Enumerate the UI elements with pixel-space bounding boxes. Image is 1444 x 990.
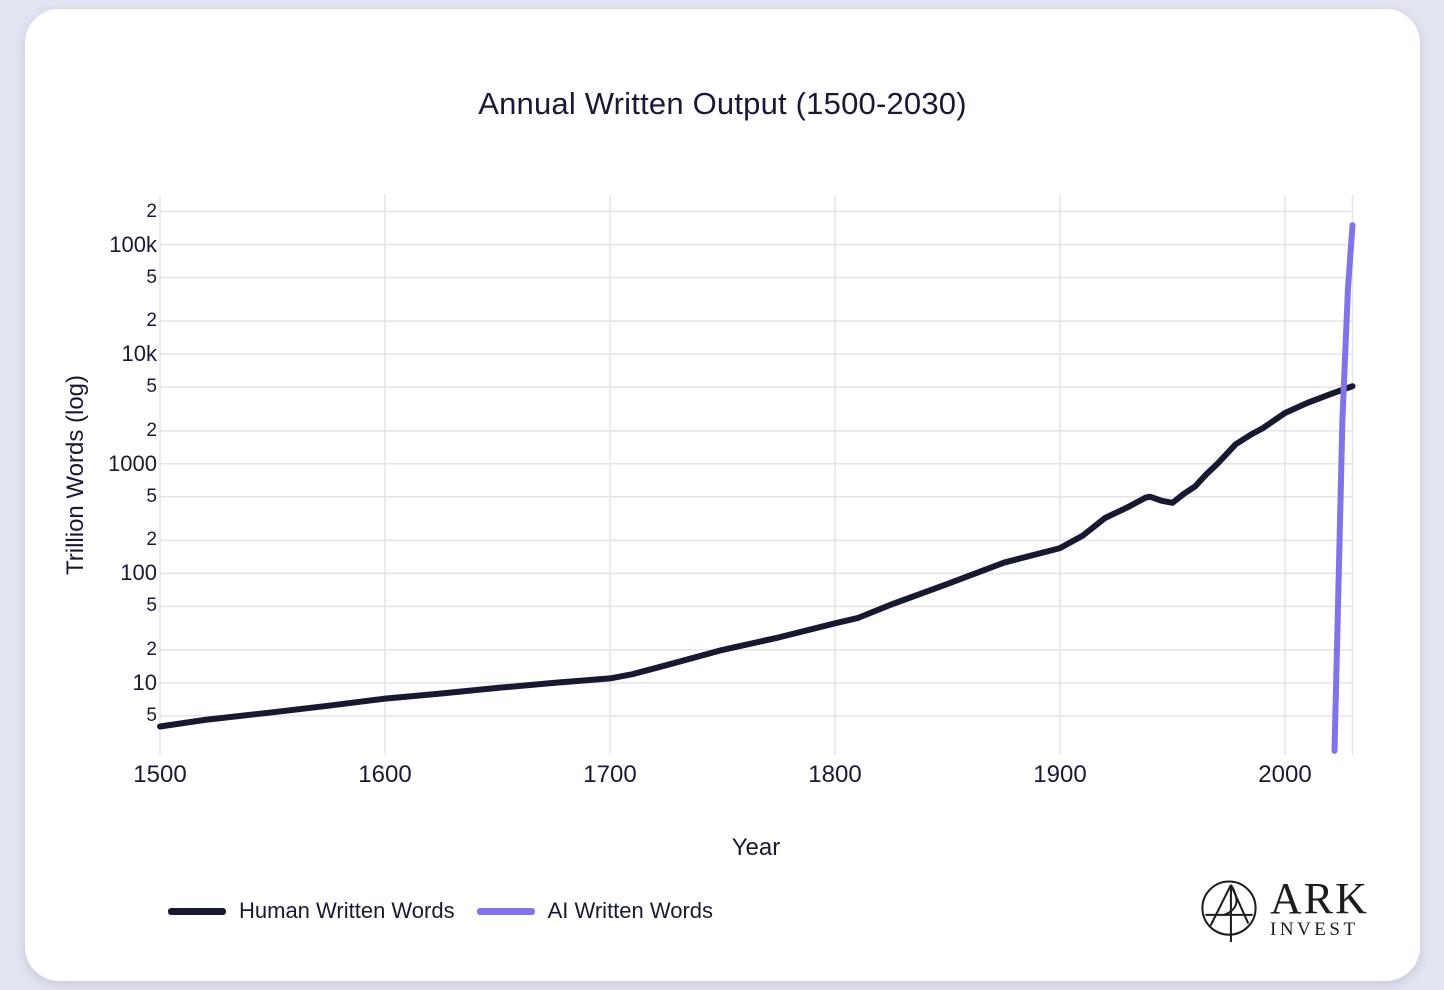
y-tick-label: 5 bbox=[146, 485, 157, 507]
legend-item-ai-written-words[interactable]: AI Written Words bbox=[476, 898, 714, 924]
y-tick-label: 2 bbox=[146, 200, 157, 222]
y-tick-label: 2 bbox=[146, 638, 157, 660]
legend: Human Written Words AI Written Words bbox=[168, 897, 713, 925]
x-tick-label: 1500 bbox=[133, 761, 187, 788]
y-axis-title: Trillion Words (log) bbox=[62, 374, 89, 576]
ark-invest-logo: ARK INVEST bbox=[1200, 874, 1369, 944]
x-tick-label: 1700 bbox=[583, 761, 637, 788]
x-tick-label: 1600 bbox=[358, 761, 412, 788]
ark-logo-mark-icon bbox=[1201, 880, 1257, 942]
y-tick-label: 100k bbox=[109, 231, 157, 257]
y-tick-label: 100 bbox=[120, 560, 157, 586]
series-line-ai-written-words bbox=[1331, 222, 1356, 754]
series-line-human-written-words bbox=[157, 383, 1356, 730]
legend-item-human-written-words[interactable]: Human Written Words bbox=[168, 898, 455, 924]
legend-swatch-icon bbox=[476, 907, 535, 915]
ark-invest-label: INVEST bbox=[1270, 919, 1359, 940]
x-tick-label: 2000 bbox=[1258, 761, 1312, 788]
y-tick-label: 5 bbox=[146, 376, 157, 398]
y-tick-label: 2 bbox=[146, 419, 157, 441]
x-tick-label: 1900 bbox=[1033, 761, 1087, 788]
ark-name-label: ARK bbox=[1270, 874, 1369, 923]
y-tick-label: 5 bbox=[146, 266, 157, 288]
y-tick-label: 2 bbox=[146, 529, 157, 551]
ark-wordmark: ARK INVEST bbox=[1270, 874, 1369, 941]
y-tick-label: 10 bbox=[132, 669, 157, 695]
legend-label: AI Written Words bbox=[547, 898, 714, 923]
y-tick-label: 5 bbox=[146, 595, 157, 617]
y-tick-label: 1000 bbox=[108, 450, 157, 476]
legend-swatch-icon bbox=[168, 907, 226, 915]
x-tick-label: 1800 bbox=[808, 761, 862, 788]
y-tick-label: 2 bbox=[146, 310, 157, 332]
y-tick-label: 10k bbox=[121, 341, 157, 367]
legend-label: Human Written Words bbox=[239, 898, 455, 923]
chart-title: Annual Written Output (1500-2030) bbox=[478, 86, 967, 121]
y-tick-label: 5 bbox=[146, 704, 157, 726]
x-axis-title: Year bbox=[731, 834, 781, 861]
